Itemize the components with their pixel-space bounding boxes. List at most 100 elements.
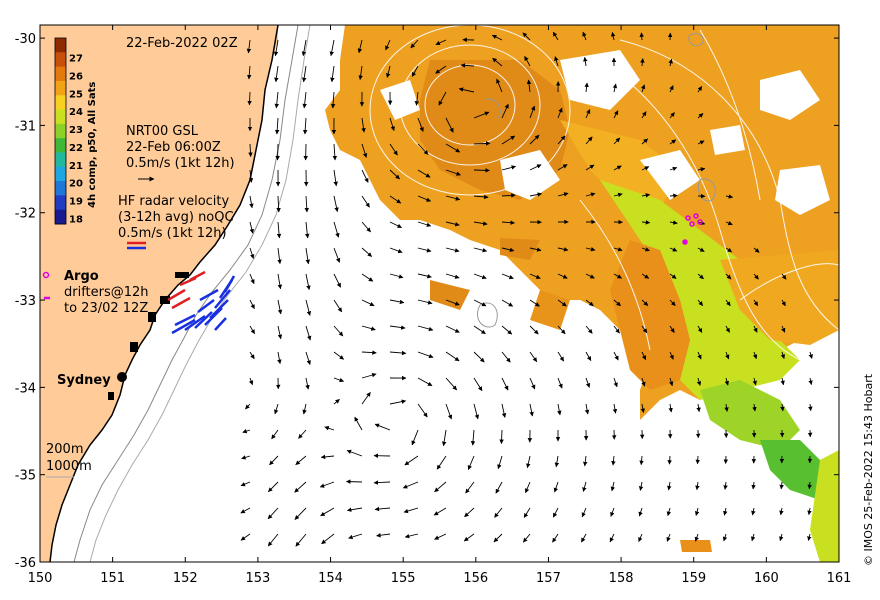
current-arrow [557, 107, 563, 119]
current-arrow [613, 165, 622, 171]
current-arrow [552, 31, 559, 41]
y-tick-label: -32 [15, 207, 36, 222]
current-arrow [460, 63, 475, 68]
current-arrow [524, 481, 531, 494]
current-arrow [529, 247, 542, 252]
colorbar-swatch [55, 95, 66, 111]
x-tick-label: 160 [754, 571, 779, 586]
current-arrow [404, 533, 419, 539]
current-arrow [361, 325, 376, 331]
current-arrow [557, 325, 566, 335]
current-arrow [641, 166, 650, 171]
current-arrow [249, 247, 255, 259]
current-arrow [361, 247, 373, 257]
current-arrow [473, 325, 486, 335]
current-arrow [249, 273, 255, 285]
current-arrow [374, 506, 391, 512]
current-arrow [557, 299, 567, 307]
current-arrow [668, 58, 673, 67]
current-arrow [780, 351, 786, 360]
current-arrow [752, 351, 758, 360]
colorbar-tick-label: 20 [69, 179, 83, 190]
current-arrow [417, 273, 432, 279]
current-arrow [271, 429, 279, 440]
colorbar-title: 4h comp, p50, All Sats [87, 82, 98, 208]
current-arrow [808, 377, 813, 386]
current-arrow [695, 481, 700, 491]
current-arrow [389, 273, 404, 279]
current-arrow [473, 168, 490, 173]
current-arrow [417, 403, 428, 418]
current-arrow [725, 351, 730, 360]
current-arrow [473, 221, 488, 226]
current-arrow [697, 299, 704, 307]
current-arrow [249, 351, 255, 360]
current-arrow [445, 247, 460, 253]
current-arrow [753, 273, 759, 280]
current-arrow [417, 247, 432, 253]
current-arrow [807, 481, 812, 490]
current-arrow [269, 455, 279, 466]
current-arrow [277, 247, 282, 265]
current-arrow [348, 533, 363, 540]
gsl-legend-line3: 0.5m/s (1kt 12h) [126, 156, 235, 171]
current-arrow [641, 111, 647, 119]
current-arrow [522, 32, 531, 41]
current-arrow [780, 403, 785, 412]
current-arrow [295, 533, 307, 547]
colorbar-swatch [55, 109, 66, 125]
current-arrow [753, 247, 760, 253]
current-arrow [332, 143, 338, 161]
coastal-features [108, 272, 189, 400]
current-arrow [501, 325, 513, 335]
current-arrow [581, 507, 587, 518]
current-arrow [247, 91, 252, 106]
plot-frame [39, 24, 840, 563]
current-arrow [581, 533, 587, 543]
colorbar-swatch [55, 123, 66, 139]
current-arrow [641, 377, 646, 387]
current-arrow [333, 299, 343, 313]
current-arrow [361, 392, 371, 405]
current-arrow [557, 403, 562, 416]
current-arrow [724, 377, 730, 386]
current-arrow [613, 377, 618, 388]
current-arrow [445, 403, 453, 420]
current-arrow [501, 299, 514, 307]
current-arrow [669, 166, 678, 172]
current-arrow [464, 507, 475, 518]
current-arrow [320, 507, 335, 517]
current-arrow [669, 247, 678, 252]
current-arrow [779, 507, 784, 516]
x-tick-label: 158 [609, 571, 634, 586]
current-arrow [402, 481, 419, 489]
current-arrow [473, 247, 488, 253]
current-arrow [277, 273, 283, 290]
current-arrow [304, 195, 309, 213]
current-arrow [434, 533, 447, 540]
colorbar-swatch [55, 166, 66, 182]
x-tick-label: 151 [100, 571, 125, 586]
current-arrow [329, 39, 335, 57]
y-tick-label: -35 [15, 469, 36, 484]
current-arrow [361, 143, 368, 158]
current-arrow [473, 273, 487, 280]
current-arrow [389, 195, 402, 204]
current-arrow [494, 507, 503, 518]
current-arrow [333, 377, 345, 383]
current-arrow [445, 221, 460, 227]
colorbar-blocks [55, 38, 66, 225]
current-arrow [501, 403, 507, 418]
x-tick-label: 159 [681, 571, 706, 586]
current-arrow [641, 247, 650, 252]
current-arrow [445, 169, 461, 176]
current-arrow [807, 533, 812, 541]
gsl-legend-line2: 22-Feb 06:00Z [126, 140, 221, 155]
x-axis: 150 151 152 153 154 155 156 157 158 159 160 161 [28, 25, 851, 586]
depth-200-label: 200m [46, 442, 83, 457]
coastline [49, 25, 279, 562]
current-arrow [246, 39, 252, 54]
current-arrow [557, 247, 569, 252]
current-arrow [302, 117, 308, 135]
current-arrow [361, 273, 374, 282]
